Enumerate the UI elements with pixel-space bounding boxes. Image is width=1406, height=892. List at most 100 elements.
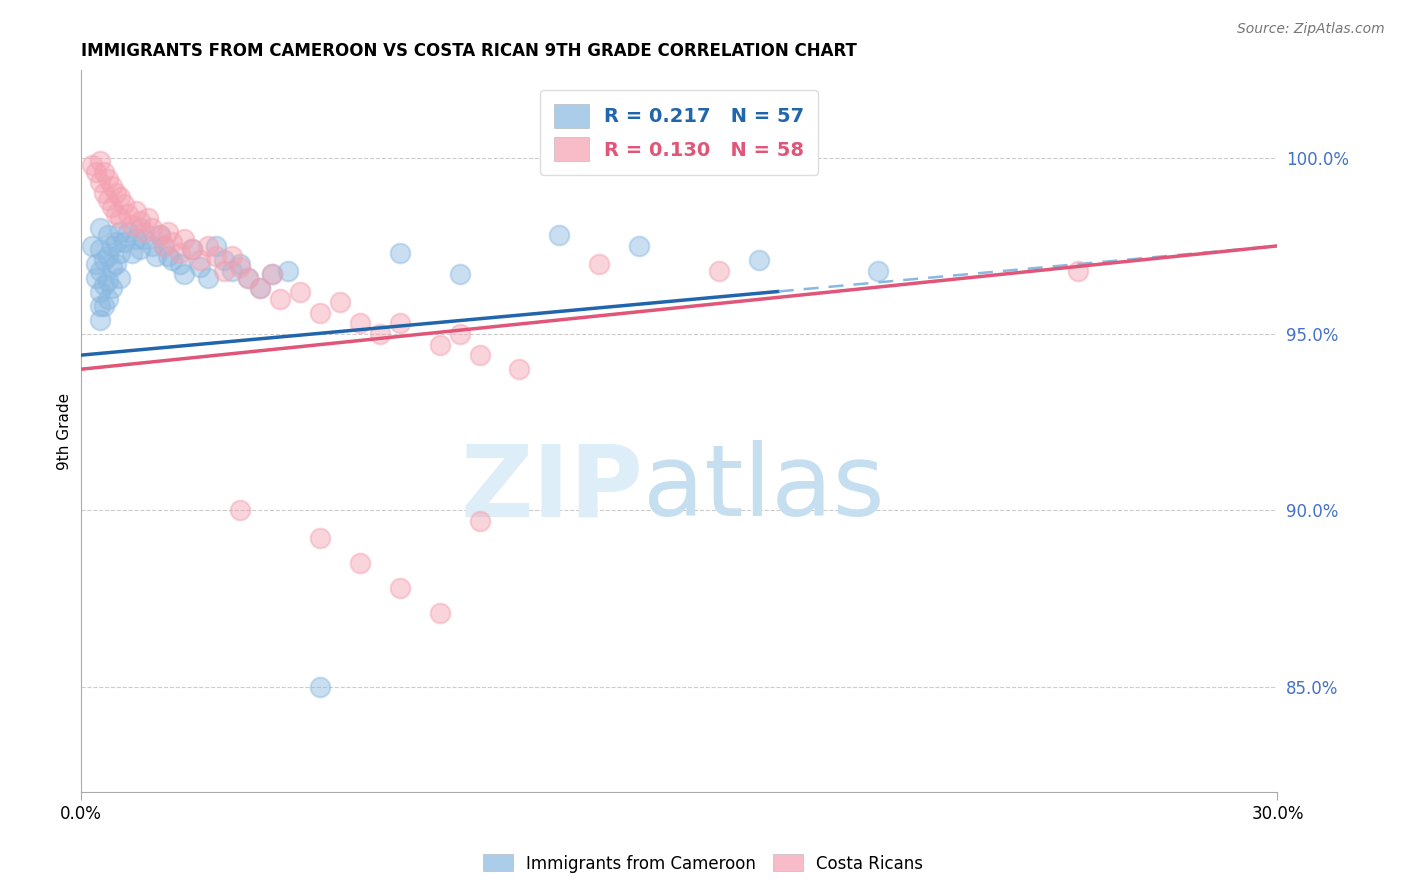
Point [129, 214, 152, 228]
Point [329, 295, 352, 310]
Point [1067, 263, 1090, 277]
Point [173, 267, 195, 281]
Point [153, 239, 176, 253]
Point [508, 362, 530, 376]
Point [229, 503, 252, 517]
Point [388, 246, 411, 260]
Point [93, 186, 115, 200]
Point [89, 263, 111, 277]
Point [181, 243, 204, 257]
Point [97, 172, 120, 186]
Point [141, 221, 163, 235]
Point [89, 285, 111, 299]
Point [309, 532, 332, 546]
Text: Source: ZipAtlas.com: Source: ZipAtlas.com [1237, 22, 1385, 37]
Point [125, 232, 148, 246]
Point [110, 189, 132, 203]
Point [97, 228, 120, 243]
Text: ZIP: ZIP [460, 441, 643, 537]
Point [82, 239, 104, 253]
Point [309, 680, 332, 694]
Point [105, 207, 128, 221]
Point [349, 317, 371, 331]
Point [197, 239, 219, 253]
Point [236, 270, 259, 285]
Point [229, 256, 252, 270]
Point [149, 228, 172, 243]
Point [349, 556, 371, 570]
Point [101, 178, 124, 193]
Point [97, 250, 120, 264]
Point [181, 243, 204, 257]
Point [157, 225, 180, 239]
Point [205, 250, 228, 264]
Point [89, 313, 111, 327]
Point [368, 326, 391, 341]
Point [97, 292, 120, 306]
Point [309, 306, 332, 320]
Point [117, 225, 139, 239]
Point [86, 270, 108, 285]
Point [548, 228, 571, 243]
Point [129, 243, 152, 257]
Point [628, 239, 651, 253]
Point [105, 235, 128, 250]
Point [269, 292, 291, 306]
Point [86, 256, 108, 270]
Point [221, 263, 243, 277]
Point [212, 263, 235, 277]
Point [277, 263, 299, 277]
Point [141, 239, 163, 253]
Point [707, 263, 730, 277]
Point [101, 260, 124, 274]
Point [93, 165, 115, 179]
Point [221, 250, 243, 264]
Point [117, 207, 139, 221]
Point [153, 239, 176, 253]
Point [97, 193, 120, 207]
Point [162, 235, 184, 250]
Point [205, 239, 228, 253]
Point [89, 176, 111, 190]
Point [229, 260, 252, 274]
Y-axis label: 9th Grade: 9th Grade [58, 392, 72, 469]
Point [429, 337, 451, 351]
Point [110, 225, 132, 239]
Point [101, 200, 124, 214]
Point [197, 270, 219, 285]
Text: atlas: atlas [643, 441, 884, 537]
Point [236, 270, 259, 285]
Point [86, 165, 108, 179]
Point [121, 218, 143, 232]
Point [105, 186, 128, 200]
Point [145, 250, 167, 264]
Point [149, 228, 172, 243]
Point [138, 211, 160, 225]
Point [388, 581, 411, 595]
Legend: Immigrants from Cameroon, Costa Ricans: Immigrants from Cameroon, Costa Ricans [477, 847, 929, 880]
Point [388, 317, 411, 331]
Point [110, 211, 132, 225]
Point [162, 252, 184, 267]
Point [169, 256, 191, 270]
Legend: R = 0.217   N = 57, R = 0.130   N = 58: R = 0.217 N = 57, R = 0.130 N = 58 [540, 90, 818, 175]
Point [101, 239, 124, 253]
Point [105, 256, 128, 270]
Point [101, 281, 124, 295]
Point [468, 514, 491, 528]
Point [449, 267, 471, 281]
Point [89, 154, 111, 169]
Text: IMMIGRANTS FROM CAMEROON VS COSTA RICAN 9TH GRADE CORRELATION CHART: IMMIGRANTS FROM CAMEROON VS COSTA RICAN … [80, 42, 856, 60]
Point [112, 196, 135, 211]
Point [89, 243, 111, 257]
Point [93, 252, 115, 267]
Point [112, 235, 135, 250]
Point [89, 299, 111, 313]
Point [121, 246, 143, 260]
Point [82, 158, 104, 172]
Point [188, 252, 211, 267]
Point [260, 267, 283, 281]
Point [97, 274, 120, 288]
Point [468, 348, 491, 362]
Point [188, 260, 211, 274]
